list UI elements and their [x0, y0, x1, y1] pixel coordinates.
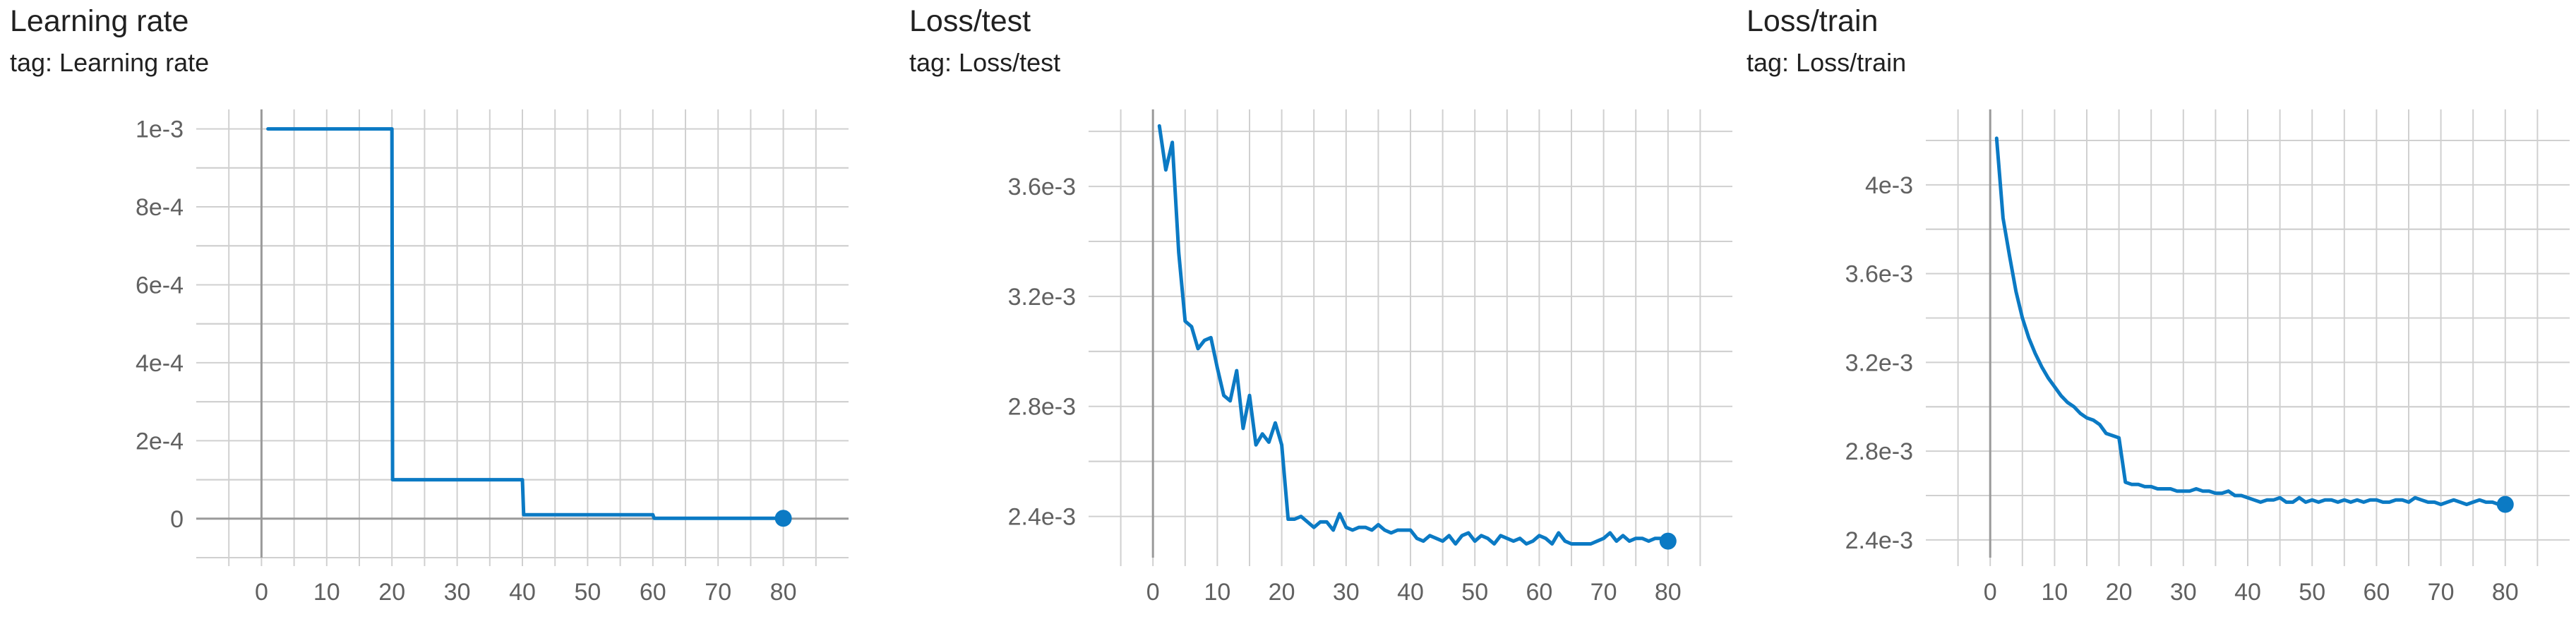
x-tick-label: 20 — [378, 579, 405, 606]
y-tick-label: 1e-3 — [136, 116, 184, 143]
chart-tag: tag: Loss/train — [1747, 48, 1907, 77]
y-tick-label: 2.8e-3 — [1845, 438, 1913, 465]
x-tick-label: 0 — [1984, 579, 1997, 606]
x-tick-label: 50 — [574, 579, 601, 606]
chart-card-loss-train: Loss/train tag: Loss/train 2.4e-3 2.8e-3 3… — [1747, 0, 2572, 624]
x-tick-label: 70 — [705, 579, 731, 606]
x-tick-label: 60 — [2363, 579, 2390, 606]
chart-tag: tag: Loss/test — [909, 48, 1061, 77]
x-tick-label: 30 — [2170, 579, 2197, 606]
y-tick-label: 4e-3 — [1865, 172, 1913, 199]
y-tick-label: 8e-4 — [136, 194, 184, 221]
x-tick-label: 50 — [2299, 579, 2325, 606]
x-tick-label: 80 — [770, 579, 797, 606]
x-tick-label: 10 — [2041, 579, 2068, 606]
y-tick-label: 2.4e-3 — [1845, 527, 1913, 554]
y-tick-label: 2.4e-3 — [1008, 504, 1076, 531]
chart-loss-train[interactable]: 2.4e-3 2.8e-3 3.2e-3 3.6e-3 4e-3 0 10 20 30 40 50 6… — [1747, 0, 2572, 624]
x-tick-label: 30 — [444, 579, 471, 606]
x-tick-label: 70 — [2428, 579, 2455, 606]
x-tick-label: 20 — [1269, 579, 1295, 606]
x-tick-label: 40 — [509, 579, 536, 606]
y-tick-label: 3.2e-3 — [1008, 284, 1076, 311]
x-tick-label: 80 — [1655, 579, 1682, 606]
grid — [1089, 109, 1732, 566]
x-tick-label: 10 — [313, 579, 340, 606]
y-tick-label: 0 — [170, 506, 184, 533]
series-line — [1994, 136, 2508, 507]
last-point-marker[interactable] — [2496, 496, 2514, 513]
x-tick-label: 0 — [1146, 579, 1160, 606]
y-tick-label: 3.6e-3 — [1845, 261, 1913, 288]
y-tick-label: 6e-4 — [136, 272, 184, 299]
series-line — [1157, 124, 1670, 546]
x-tick-label: 20 — [2106, 579, 2133, 606]
y-tick-label: 3.2e-3 — [1845, 349, 1913, 376]
x-tick-label: 10 — [1204, 579, 1230, 606]
x-tick-label: 40 — [2234, 579, 2261, 606]
chart-loss-test[interactable]: 2.4e-3 2.8e-3 3.2e-3 3.6e-3 0 10 20 30 40 50 60 70 8… — [909, 0, 1735, 624]
grid — [1926, 109, 2570, 566]
x-tick-label: 70 — [1590, 579, 1617, 606]
chart-card-loss-test: Loss/test tag: Loss/test 2.4e-3 2.8e-3 3.2… — [909, 0, 1735, 624]
chart-card-learning-rate: Learning rate tag: Learning rate 0 2e-4 4e… — [10, 0, 850, 624]
chart-learning-rate[interactable]: 0 2e-4 4e-4 6e-4 8e-4 1e-3 0 10 20 30 40 50 60 70 80 — [10, 0, 850, 624]
x-tick-label: 50 — [1461, 579, 1488, 606]
x-tick-label: 80 — [2492, 579, 2519, 606]
x-tick-label: 30 — [1333, 579, 1360, 606]
y-tick-label: 2.8e-3 — [1008, 394, 1076, 421]
last-point-marker[interactable] — [774, 510, 792, 527]
y-tick-label: 3.6e-3 — [1008, 174, 1076, 200]
chart-tag: tag: Learning rate — [10, 48, 210, 77]
x-tick-label: 40 — [1397, 579, 1424, 606]
last-point-marker[interactable] — [1659, 532, 1677, 550]
chart-title: Learning rate — [10, 4, 189, 38]
x-tick-label: 0 — [255, 579, 268, 606]
series-line — [266, 127, 786, 520]
x-tick-label: 60 — [640, 579, 666, 606]
chart-title: Loss/test — [909, 4, 1031, 38]
chart-title: Loss/train — [1747, 4, 1879, 38]
y-tick-label: 4e-4 — [136, 350, 184, 377]
y-tick-label: 2e-4 — [136, 428, 184, 455]
x-tick-label: 60 — [1526, 579, 1552, 606]
